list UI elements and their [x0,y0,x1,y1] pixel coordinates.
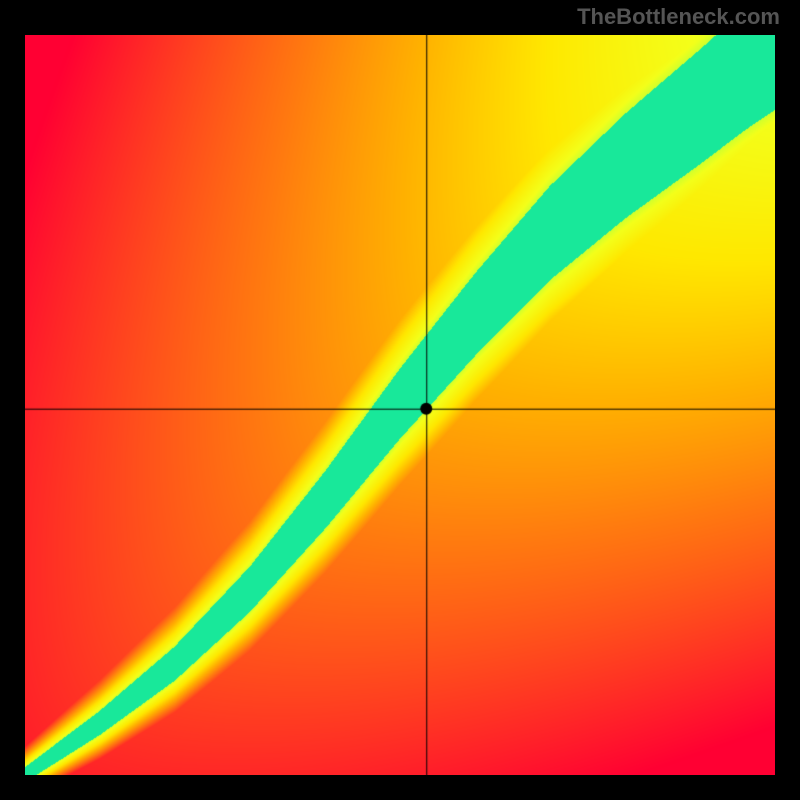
heatmap-canvas [25,35,775,775]
chart-container: TheBottleneck.com [0,0,800,800]
heatmap-plot [25,35,775,775]
watermark-text: TheBottleneck.com [577,4,780,30]
